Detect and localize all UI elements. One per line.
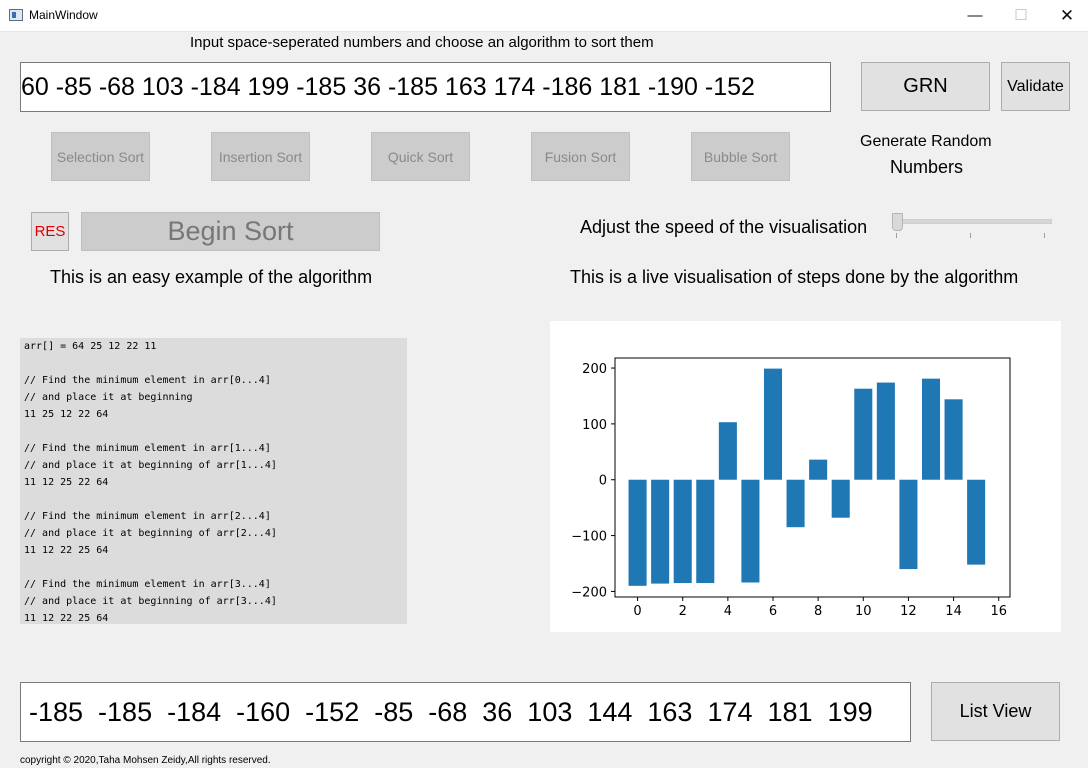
x-tick-label: 6 (769, 604, 777, 619)
slider-tick (970, 233, 971, 238)
fusion-sort-button[interactable]: Fusion Sort (531, 132, 630, 181)
chart-bar (831, 479, 850, 518)
begin-sort-button[interactable]: Begin Sort (81, 212, 380, 251)
chart-bar (944, 399, 963, 480)
y-tick-label: −100 (571, 530, 607, 545)
speed-label: Adjust the speed of the visualisation (580, 217, 868, 237)
maximize-button[interactable]: ☐ (1014, 7, 1028, 24)
chart-bar (786, 479, 805, 528)
y-tick-label: 0 (599, 474, 607, 489)
chart-bar (921, 378, 941, 480)
x-tick-label: 2 (679, 604, 687, 619)
copyright-footer: copyright © 2020,Taha Mohsen Zeidy,All r… (20, 755, 271, 766)
selection-sort-button[interactable]: Selection Sort (51, 132, 150, 181)
chart-bar (876, 382, 895, 480)
code-line: 11 12 25 22 64 (24, 477, 109, 488)
chart-bar (967, 479, 986, 565)
code-line: // and place it at beginning of arr[3...… (24, 596, 277, 607)
code-line: 11 25 12 22 64 (24, 409, 109, 420)
example-text-area[interactable]: arr[] = 64 25 12 22 11 // Find the minim… (20, 338, 407, 624)
chart-axes-frame (614, 357, 1011, 598)
chart-bar (718, 422, 737, 480)
code-line: // Find the minimum element in arr[1...4… (24, 443, 271, 454)
chart-bar (899, 479, 918, 570)
chart-bar (696, 479, 715, 584)
code-line: // and place it at beginning of arr[2...… (24, 528, 277, 539)
window-title: MainWindow (29, 8, 98, 22)
live-heading: This is a live visualisation of steps do… (570, 267, 1019, 287)
app-window-icon (9, 9, 23, 21)
generate-numbers-label: Numbers (890, 157, 964, 177)
chart-bar (763, 368, 783, 480)
code-line (24, 559, 403, 576)
instruction-label: Input space-seperated numbers and choose… (190, 34, 654, 51)
x-tick-label: 10 (855, 604, 872, 619)
numbers-input[interactable] (20, 62, 831, 112)
chart-bar (651, 479, 670, 584)
chart-panel: 0 2 4 6 8 10 12 14 16 −200 −100 0 100 200 (550, 321, 1061, 632)
x-tick-label: 4 (724, 604, 732, 619)
minimize-button[interactable]: — (967, 7, 983, 24)
speed-slider[interactable] (889, 211, 1053, 241)
chart-bar (809, 459, 828, 480)
code-line: // Find the minimum element in arr[3...4… (24, 579, 271, 590)
y-tick-label: −200 (571, 585, 607, 600)
sorted-output-field[interactable] (20, 682, 911, 742)
validate-button[interactable]: Validate (1001, 62, 1070, 111)
close-button[interactable]: ✕ (1059, 6, 1075, 25)
example-heading: This is an easy example of the algorithm (50, 267, 373, 287)
code-line (24, 355, 403, 372)
slider-groove (892, 219, 1052, 224)
x-tick-label: 14 (945, 604, 962, 619)
chart-bar (854, 388, 873, 480)
code-line: // Find the minimum element in arr[2...4… (24, 511, 271, 522)
x-tick-label: 8 (814, 604, 822, 619)
grn-button[interactable]: GRN (861, 62, 990, 111)
generate-random-label: Generate Random (860, 133, 992, 150)
x-tick-label: 16 (990, 604, 1007, 619)
code-line: 11 12 22 25 64 (24, 545, 109, 556)
reset-button[interactable]: RES (31, 212, 69, 251)
y-tick-label: 100 (582, 418, 607, 433)
bar-chart: 0 2 4 6 8 10 12 14 16 −200 −100 0 100 200 (571, 357, 1011, 619)
chart-bar (741, 479, 760, 583)
quick-sort-button[interactable]: Quick Sort (371, 132, 470, 181)
code-line: arr[] = 64 25 12 22 11 (24, 341, 157, 352)
chart-bar (628, 479, 647, 586)
slider-tick (896, 233, 897, 238)
code-line (24, 491, 403, 508)
insertion-sort-button[interactable]: Insertion Sort (211, 132, 310, 181)
code-line (24, 423, 403, 440)
slider-tick (1044, 233, 1045, 238)
slider-handle[interactable] (892, 213, 903, 231)
x-tick-label: 12 (900, 604, 917, 619)
code-line: 11 12 22 25 64 (24, 613, 109, 624)
x-tick-label: 0 (633, 604, 641, 619)
code-line: // Find the minimum element in arr[0...4… (24, 375, 271, 386)
chart-bar (673, 479, 692, 584)
list-view-button[interactable]: List View (931, 682, 1060, 741)
code-line: // and place it at beginning (24, 392, 193, 403)
bubble-sort-button[interactable]: Bubble Sort (691, 132, 790, 181)
y-tick-label: 200 (582, 362, 607, 377)
title-bar: MainWindow — ☐ ✕ (0, 0, 1088, 32)
code-line: // and place it at beginning of arr[1...… (24, 460, 277, 471)
